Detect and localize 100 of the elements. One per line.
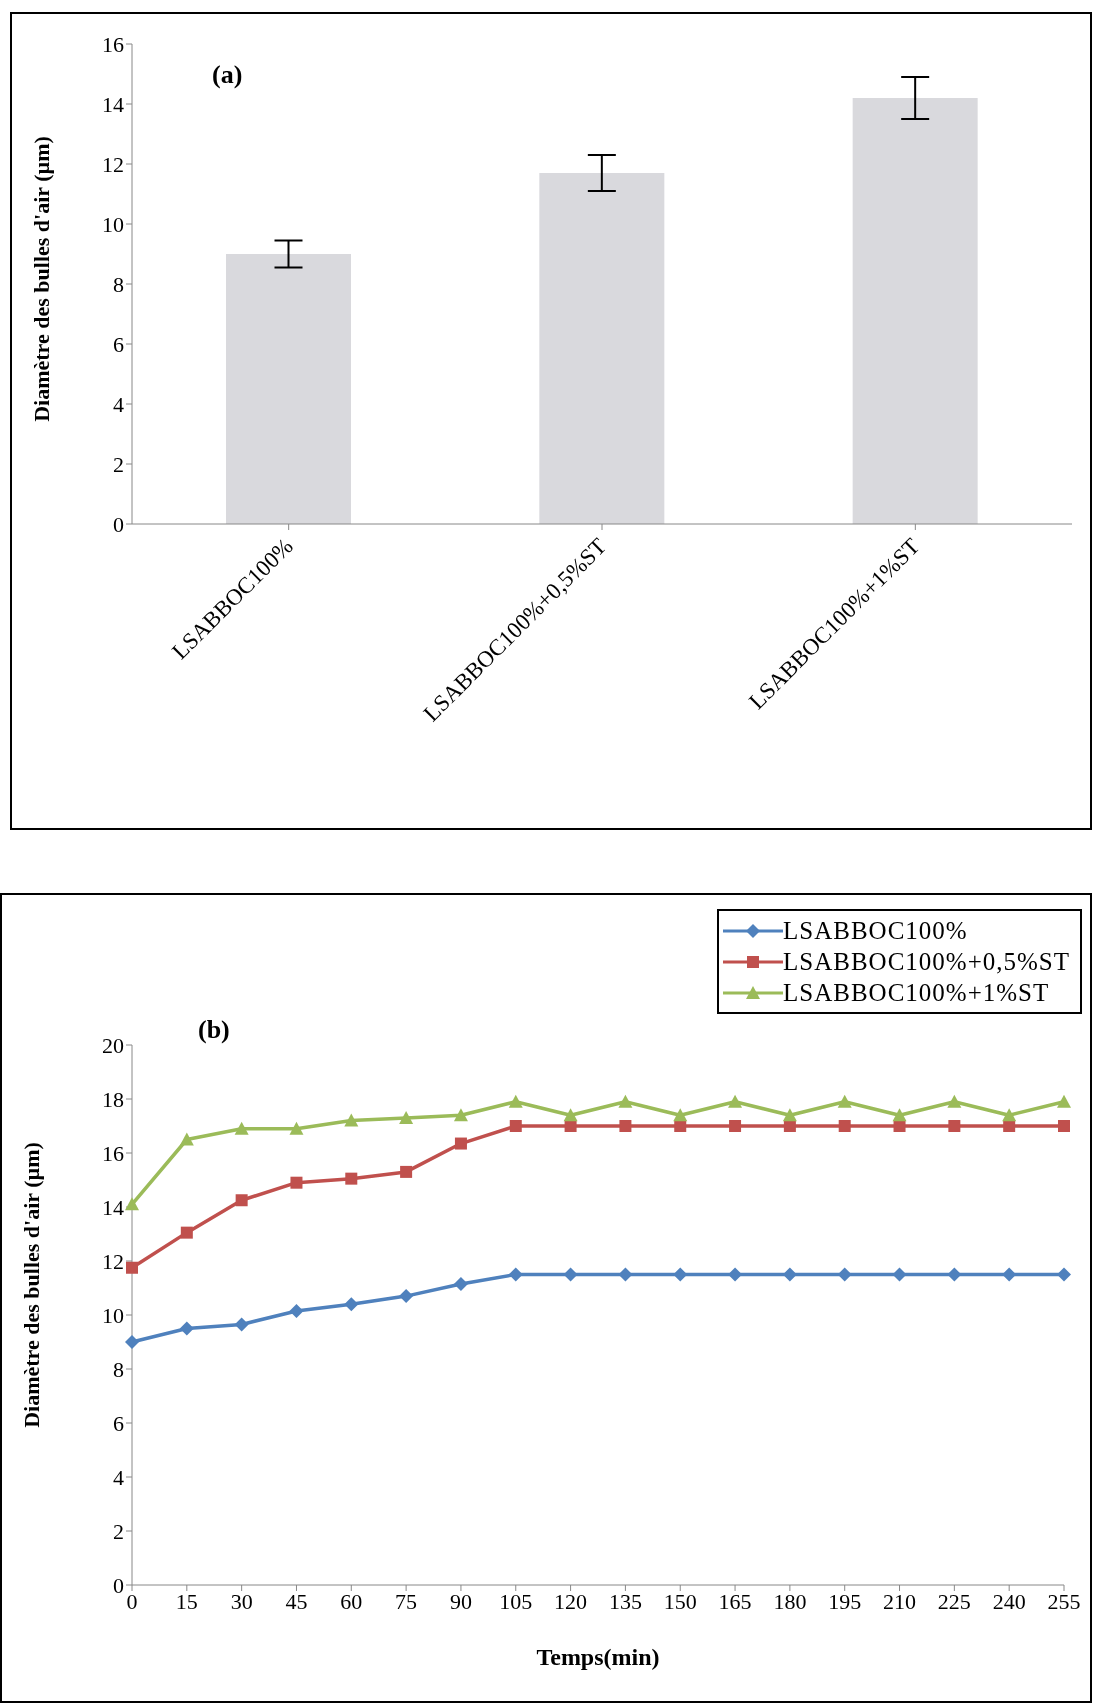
point [563, 1267, 578, 1282]
point [289, 1121, 304, 1135]
point [837, 1094, 852, 1108]
point [564, 1120, 577, 1132]
y-tick-label: 4 [113, 391, 124, 417]
point [618, 1267, 633, 1282]
point [782, 1108, 797, 1122]
y-tick-label: 14 [102, 91, 124, 117]
legend-label: LSABBOC100%+1%ST [783, 978, 1050, 1007]
point [234, 1317, 249, 1332]
point [782, 1267, 797, 1282]
point [892, 1108, 907, 1122]
point [509, 1120, 522, 1132]
y-tick-label: 10 [102, 211, 124, 237]
y-tick-label: 12 [102, 1248, 124, 1274]
y-tick-label: 20 [102, 1032, 124, 1058]
point [400, 1165, 413, 1178]
legend-label: LSABBOC100%+0,5%ST [783, 947, 1070, 976]
x-tick-label: 120 [554, 1588, 588, 1614]
bar [226, 254, 351, 524]
point [125, 1197, 139, 1211]
point [783, 1120, 796, 1132]
x-tick-label: 225 [937, 1588, 971, 1614]
annotation: (a) [212, 60, 243, 90]
point [344, 1113, 359, 1127]
point [837, 1267, 852, 1282]
point [289, 1303, 304, 1318]
x-tick-label: 105 [499, 1588, 533, 1614]
y-tick-label: 14 [102, 1194, 124, 1220]
point [508, 1094, 523, 1108]
point [619, 1120, 632, 1132]
point [344, 1297, 359, 1312]
point [893, 1120, 906, 1132]
point [1002, 1267, 1017, 1282]
point [125, 1335, 139, 1349]
x-tick-label: 135 [608, 1588, 642, 1614]
point [838, 1120, 851, 1132]
y-tick-label: 0 [113, 1572, 124, 1598]
point [126, 1261, 138, 1274]
point [1002, 1108, 1017, 1122]
y-axis-title: Diamètre des bulles d'air (µm) [19, 1142, 45, 1428]
point [235, 1194, 248, 1207]
text: (b) [198, 1015, 230, 1045]
y-tick-label: 4 [113, 1464, 124, 1490]
x-tick-label: 30 [230, 1588, 253, 1614]
x-tick-label: 45 [285, 1588, 308, 1614]
y-tick-label: 10 [102, 1302, 124, 1328]
bar [852, 98, 978, 524]
y-tick-label: 8 [113, 271, 124, 297]
point [290, 1176, 303, 1189]
x-tick-label: 210 [883, 1588, 917, 1614]
y-tick-label: 2 [113, 451, 124, 477]
point [508, 1267, 523, 1282]
point [729, 1120, 742, 1132]
point [234, 1121, 249, 1135]
point [179, 1321, 194, 1336]
x-tick-label: 15 [175, 1588, 198, 1614]
y-tick-label: 6 [113, 1410, 124, 1436]
point [179, 1132, 194, 1146]
y-tick-label: 18 [102, 1086, 124, 1112]
bar [539, 173, 665, 524]
point [1058, 1120, 1070, 1132]
point [892, 1267, 907, 1282]
point [728, 1094, 743, 1108]
x-axis-title: Temps(min) [536, 1644, 660, 1670]
point [563, 1108, 578, 1122]
point [673, 1108, 688, 1122]
point [948, 1120, 961, 1132]
y-tick-label: 12 [102, 151, 124, 177]
point [399, 1289, 414, 1304]
x-tick-label: 90 [449, 1588, 472, 1614]
point [947, 1267, 962, 1282]
point [1003, 1120, 1016, 1132]
x-tick-label: 75 [395, 1588, 418, 1614]
x-tick-label: 150 [663, 1588, 697, 1614]
x-tick-label: 180 [773, 1588, 807, 1614]
point [673, 1267, 688, 1282]
point [399, 1110, 414, 1124]
point [454, 1137, 467, 1150]
y-tick-label: 6 [113, 331, 124, 357]
x-tick-label: 240 [992, 1588, 1026, 1614]
point [345, 1172, 358, 1185]
legend-label: LSABBOC100% [783, 916, 968, 945]
point [674, 1120, 687, 1132]
x-tick-label: 255 [1047, 1588, 1081, 1614]
point [947, 1094, 962, 1108]
y-tick-label: 16 [102, 1140, 124, 1166]
y-tick-label: 2 [113, 1518, 124, 1544]
point [453, 1276, 468, 1291]
y-tick-label: 16 [102, 31, 124, 57]
y-tick-label: 0 [113, 511, 124, 537]
x-tick-label: 195 [828, 1588, 862, 1614]
point [728, 1267, 743, 1282]
point [618, 1094, 633, 1108]
point [453, 1108, 468, 1122]
point [1057, 1267, 1071, 1282]
y-axis-title: Diamètre des bulles d'air (µm) [29, 136, 55, 422]
point [180, 1226, 193, 1239]
x-tick-label: 60 [340, 1588, 363, 1614]
point [1057, 1094, 1071, 1108]
